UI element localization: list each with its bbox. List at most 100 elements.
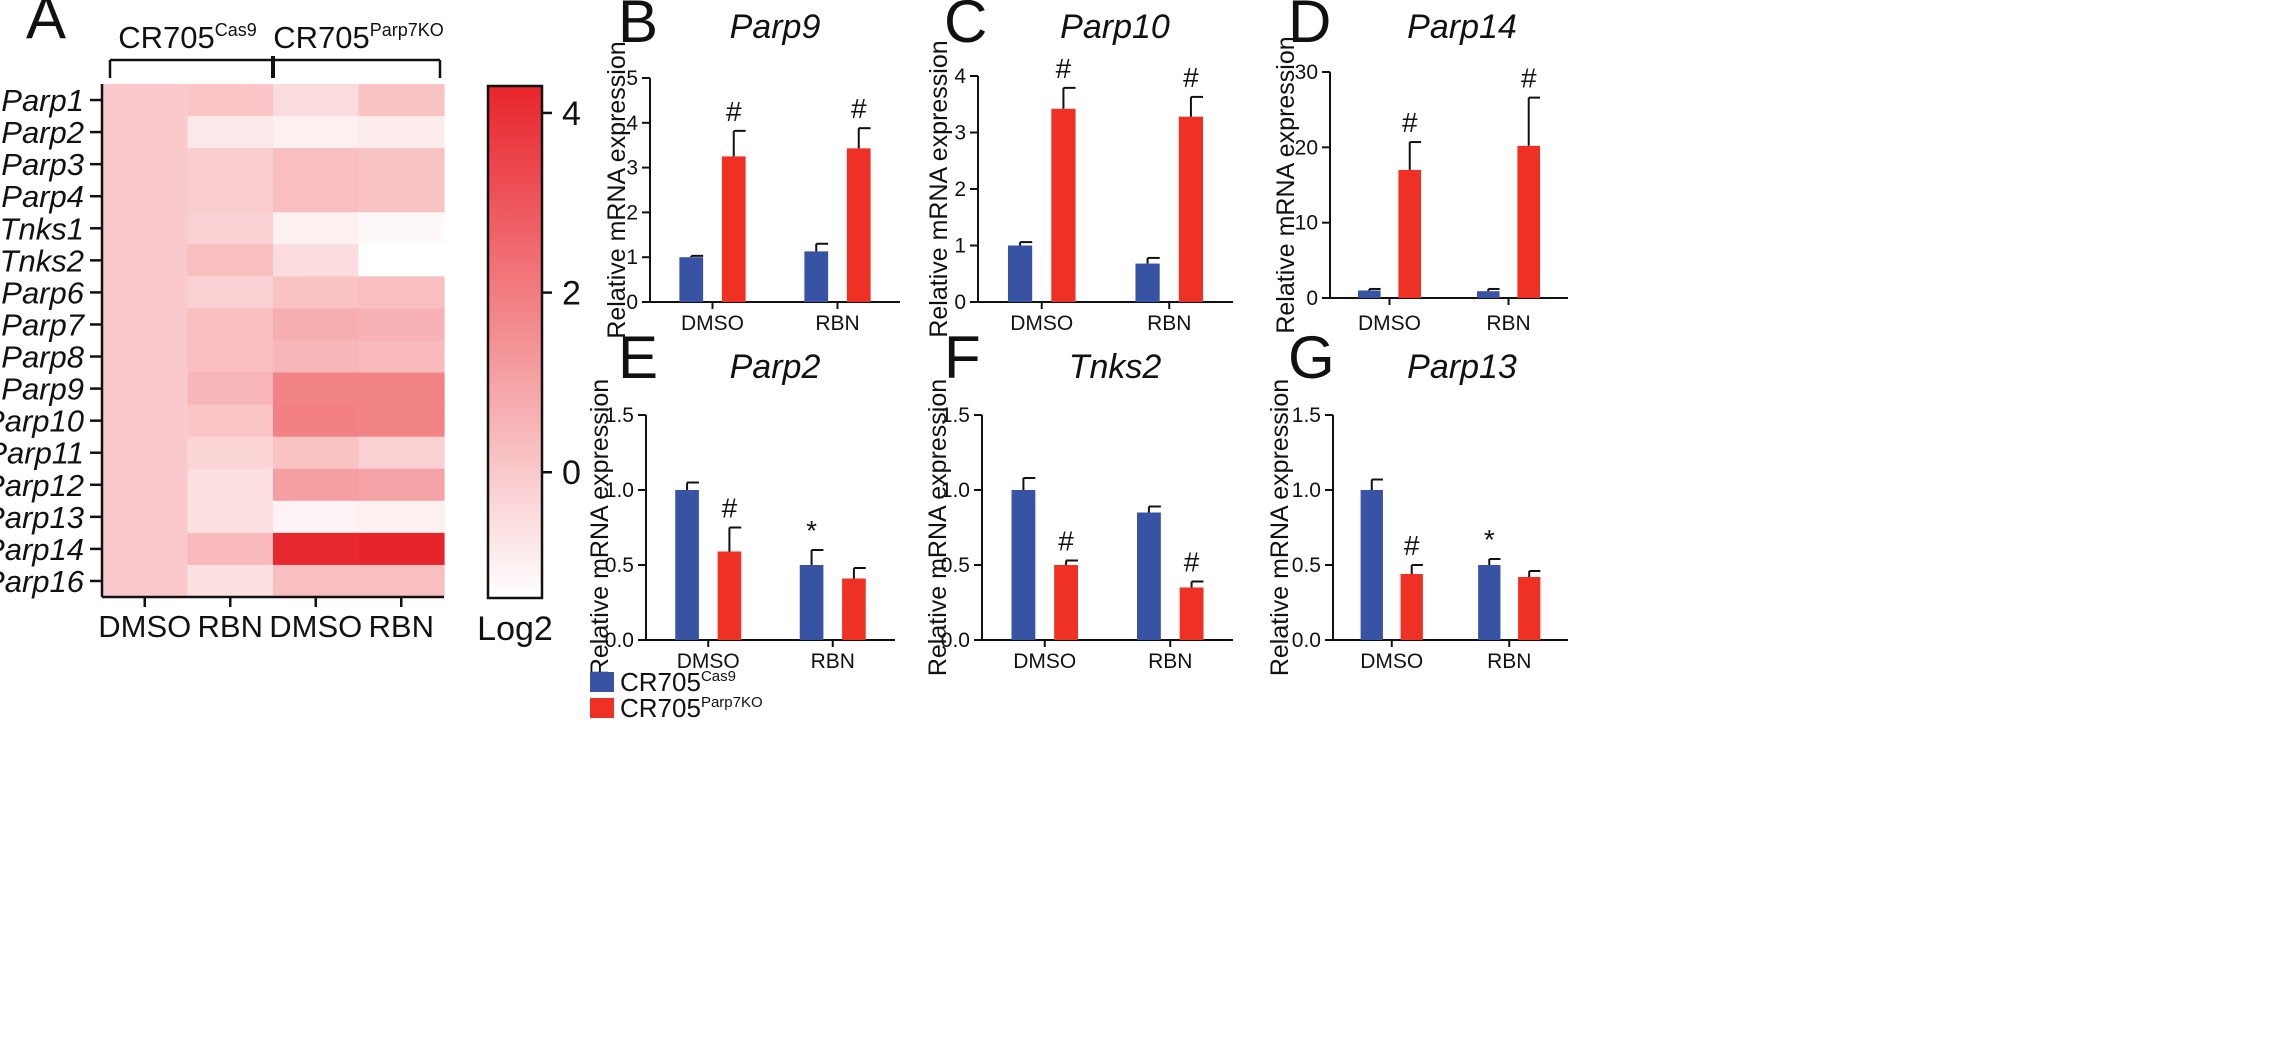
bar-parp7ko (846, 148, 871, 302)
heatmap-cell (102, 468, 189, 502)
heatmap-cell (273, 212, 360, 245)
group-label-sup: Cas9 (215, 20, 257, 40)
legend-swatch-cas9 (590, 672, 614, 692)
x-tick-label: RBN (815, 312, 859, 335)
y-tick-label: 0 (626, 291, 638, 314)
y-tick-label: 1.5 (1292, 404, 1321, 427)
y-axis-label: Relative mRNA expression (924, 379, 952, 676)
legend-label-base: CR705 (620, 693, 701, 723)
heatmap-row-label: Parp11 (0, 436, 84, 471)
chart-title: Parp14 (1407, 8, 1517, 46)
heatmap-row-label: Parp16 (0, 564, 85, 599)
heatmap-cell (102, 116, 189, 149)
heatmap-cell (102, 532, 189, 566)
heatmap-cell (358, 180, 445, 213)
bar-cas9 (679, 257, 704, 302)
y-tick-label: 1.0 (941, 479, 970, 502)
heatmap-cell (358, 308, 445, 342)
x-tick-label: DMSO (677, 650, 740, 673)
y-tick-label: 5 (626, 67, 638, 90)
y-tick-label: 20 (1295, 136, 1318, 159)
heatmap-row-label: Parp6 (1, 275, 84, 310)
legend-label-parp7ko: CR705Parp7KO (620, 693, 763, 723)
chart-title: Parp9 (730, 8, 821, 46)
significance-mark: # (1402, 107, 1418, 138)
y-tick-label: 0.0 (1292, 629, 1321, 652)
chart-title: Parp13 (1407, 348, 1517, 386)
bar-cas9 (1136, 512, 1161, 640)
significance-mark: # (851, 93, 867, 124)
bar-parp7ko (1518, 577, 1541, 640)
y-tick-label: 1 (954, 235, 966, 258)
heatmap-cell (358, 372, 445, 406)
heatmap-cell (187, 468, 274, 502)
x-tick-label: RBN (1487, 650, 1531, 673)
bar-cas9 (1478, 565, 1501, 640)
x-tick-label: DMSO (681, 312, 744, 335)
panel-letter-d: D (1288, 0, 1331, 55)
legend-label-cas9: CR705Cas9 (620, 667, 736, 697)
heatmap-cell (187, 564, 274, 598)
group-label-base: CR705 (118, 20, 215, 55)
heatmap-cell (102, 148, 189, 181)
chart-title: Tnks2 (1069, 348, 1162, 386)
heatmap-cell (273, 308, 360, 342)
y-tick-label: 1.0 (605, 479, 634, 502)
heatmap-cell (273, 372, 360, 406)
bar-cas9 (1476, 291, 1500, 298)
colorbar-tick-label: 2 (562, 275, 581, 313)
heatmap-cell (273, 276, 360, 310)
heatmap-cell (102, 308, 189, 342)
colorbar-tick-label: 0 (562, 454, 581, 492)
heatmap-cell (187, 500, 274, 534)
heatmap-cell (187, 84, 274, 117)
heatmap-cell (187, 436, 274, 470)
panel-letter-c: C (944, 0, 987, 55)
heatmap-row-label: Parp8 (1, 340, 84, 375)
bar-parp7ko (842, 578, 866, 640)
bar-parp7ko (717, 551, 742, 640)
bar-parp7ko (1054, 565, 1079, 640)
significance-mark: # (1184, 547, 1200, 578)
x-tick-label: RBN (1148, 650, 1192, 673)
heatmap-col-label: RBN (369, 609, 434, 644)
heatmap-cell (187, 212, 274, 245)
bar-cas9 (1011, 490, 1036, 640)
significance-mark: * (806, 515, 817, 546)
heatmap-cell (273, 436, 360, 470)
bar-parp7ko (1398, 169, 1422, 298)
significance-mark: * (1484, 524, 1495, 555)
y-axis-label: Relative mRNA expression (1272, 36, 1300, 333)
colorbar-tick-label: 4 (562, 95, 581, 133)
y-tick-label: 2 (954, 178, 966, 201)
heatmap-row-label: Parp10 (0, 404, 84, 439)
heatmap-cell (102, 84, 189, 117)
x-tick-label: DMSO (1360, 650, 1423, 673)
heatmap-cell (273, 148, 360, 181)
heatmap-row-label: Parp12 (0, 468, 84, 503)
heatmap-cell (358, 84, 445, 117)
heatmap-cell (102, 500, 189, 534)
heatmap-row-label: Parp4 (1, 179, 84, 214)
heatmap-cell (273, 116, 360, 149)
heatmap-cell (273, 84, 360, 117)
significance-mark: # (1056, 53, 1072, 84)
significance-mark: # (726, 96, 742, 127)
heatmap-cell (102, 340, 189, 374)
heatmap-row-label: Parp1 (1, 83, 84, 118)
bar-parp7ko (721, 156, 746, 302)
chart-title: Parp10 (1060, 8, 1170, 46)
heatmap-cell (102, 564, 189, 598)
heatmap-cell (358, 532, 445, 566)
heatmap-cell (187, 340, 274, 374)
group-label-base: CR705 (273, 20, 370, 55)
y-tick-label: 0.5 (1292, 554, 1321, 577)
heatmap-cell (273, 564, 360, 598)
heatmap-row-label: Parp7 (1, 307, 85, 342)
heatmap-cell (102, 276, 189, 310)
x-tick-label: RBN (1486, 312, 1530, 335)
